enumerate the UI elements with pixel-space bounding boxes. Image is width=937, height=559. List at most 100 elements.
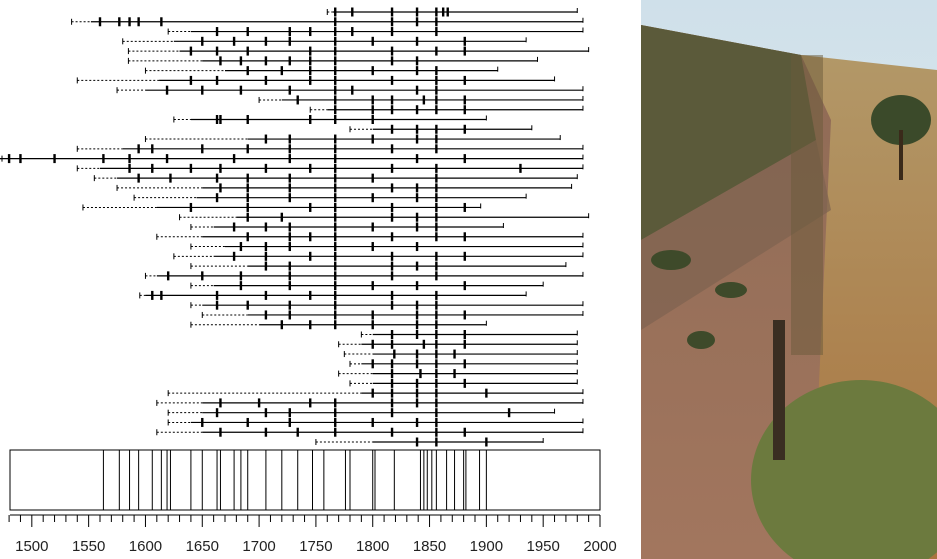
- fire-scar: [485, 438, 487, 447]
- fire-scar: [247, 301, 249, 310]
- fire-scar: [334, 76, 336, 85]
- fire-scar: [289, 193, 291, 202]
- fire-scar: [351, 86, 353, 95]
- fire-scar: [391, 203, 393, 212]
- fire-scar: [247, 144, 249, 153]
- fire-scar: [416, 56, 418, 65]
- fire-scar: [334, 232, 336, 241]
- fire-scar: [247, 418, 249, 427]
- fire-scar: [416, 310, 418, 319]
- x-tick-label: 1550: [72, 538, 105, 555]
- fire-scar: [265, 408, 267, 417]
- fire-scar: [309, 27, 311, 36]
- fire-scar: [464, 281, 466, 290]
- fire-scar: [453, 350, 455, 359]
- fire-scar: [372, 135, 374, 144]
- fire-scar: [464, 47, 466, 56]
- fire-scar: [216, 174, 218, 183]
- fire-scar: [391, 56, 393, 65]
- fire-scar: [372, 66, 374, 75]
- fire-scar: [281, 66, 283, 75]
- fire-scar: [416, 242, 418, 251]
- fire-scar: [201, 37, 203, 46]
- fire-scar: [247, 66, 249, 75]
- fire-scar: [216, 301, 218, 310]
- fire-scar: [334, 310, 336, 319]
- fire-scar: [334, 183, 336, 192]
- fire-scar: [216, 115, 218, 124]
- fire-scar: [416, 438, 418, 447]
- fire-scar: [435, 174, 437, 183]
- fire-scar: [247, 183, 249, 192]
- fire-scar: [391, 428, 393, 437]
- fire-scar: [391, 330, 393, 339]
- fire-scar: [391, 213, 393, 222]
- fire-scar: [265, 252, 267, 261]
- fire-scar: [334, 203, 336, 212]
- fire-scar: [190, 164, 192, 173]
- fire-scar: [464, 154, 466, 163]
- fire-scar: [265, 428, 267, 437]
- fire-scar: [391, 398, 393, 407]
- fire-scar: [464, 105, 466, 114]
- fire-scar: [281, 320, 283, 329]
- fire-scar: [151, 144, 153, 153]
- fire-scar: [391, 144, 393, 153]
- fire-scar: [265, 56, 267, 65]
- fire-scar: [289, 56, 291, 65]
- fire-scar: [391, 164, 393, 173]
- fire-scar: [233, 154, 235, 163]
- fire-scar: [334, 154, 336, 163]
- fire-scar: [201, 418, 203, 427]
- fire-scar: [435, 340, 437, 349]
- fire-scar: [297, 95, 299, 104]
- fire-scar: [334, 27, 336, 36]
- fire-scar: [464, 125, 466, 134]
- fire-scar: [151, 291, 153, 300]
- fire-scar: [166, 86, 168, 95]
- fire-scar: [416, 418, 418, 427]
- fire-scar: [435, 350, 437, 359]
- fire-scar: [391, 379, 393, 388]
- fire-scar: [247, 174, 249, 183]
- fire-scar: [289, 154, 291, 163]
- fire-scar: [289, 271, 291, 280]
- fire-scar: [464, 232, 466, 241]
- fire-scar: [201, 86, 203, 95]
- fire-scar: [351, 8, 353, 17]
- fire-scar: [247, 115, 249, 124]
- fire-scar: [372, 340, 374, 349]
- fire-scar: [99, 17, 101, 26]
- fire-scar: [372, 105, 374, 114]
- fire-scar: [435, 428, 437, 437]
- fire-scar: [464, 37, 466, 46]
- fire-scar: [334, 301, 336, 310]
- fire-scar: [240, 271, 242, 280]
- fire-scar: [435, 379, 437, 388]
- fire-scar: [247, 27, 249, 36]
- fire-scar: [265, 291, 267, 300]
- fire-scar: [265, 164, 267, 173]
- fire-scar: [334, 86, 336, 95]
- fire-scar: [219, 164, 221, 173]
- fire-scar: [435, 183, 437, 192]
- fire-scar: [8, 154, 10, 163]
- fire-scar: [265, 262, 267, 271]
- fire-scar: [391, 262, 393, 271]
- fire-scar: [416, 183, 418, 192]
- fire-scar: [258, 398, 260, 407]
- fire-scar: [289, 86, 291, 95]
- fire-scar: [137, 17, 139, 26]
- fire-scar: [334, 56, 336, 65]
- fire-scar: [289, 135, 291, 144]
- fire-scar: [309, 320, 311, 329]
- fire-scar: [435, 271, 437, 280]
- fire-scar: [219, 428, 221, 437]
- fire-scar: [391, 301, 393, 310]
- fire-scar: [416, 262, 418, 271]
- x-tick-label: 1500: [15, 538, 48, 555]
- fire-scar: [334, 174, 336, 183]
- fire-scar: [167, 271, 169, 280]
- fire-scar: [391, 291, 393, 300]
